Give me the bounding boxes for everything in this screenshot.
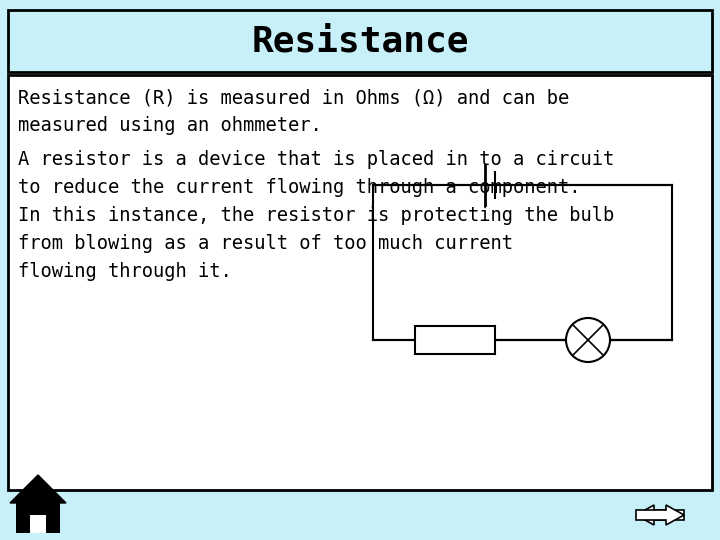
Polygon shape [636, 505, 684, 525]
Bar [8, 10, 712, 72]
Polygon shape [636, 505, 684, 525]
Text: Resistance: Resistance [251, 24, 469, 58]
Bar [8, 75, 712, 490]
Bar [16, 503, 60, 533]
Text: A resistor is a device that is placed in to a circuit
to reduce the current flow: A resistor is a device that is placed in… [18, 150, 614, 281]
Polygon shape [10, 475, 66, 503]
Circle shape [566, 318, 610, 362]
Bar [30, 515, 46, 533]
Bar [415, 326, 495, 354]
Text: Resistance (R) is measured in Ohms (Ω) and can be
measured using an ohmmeter.: Resistance (R) is measured in Ohms (Ω) a… [18, 88, 570, 135]
